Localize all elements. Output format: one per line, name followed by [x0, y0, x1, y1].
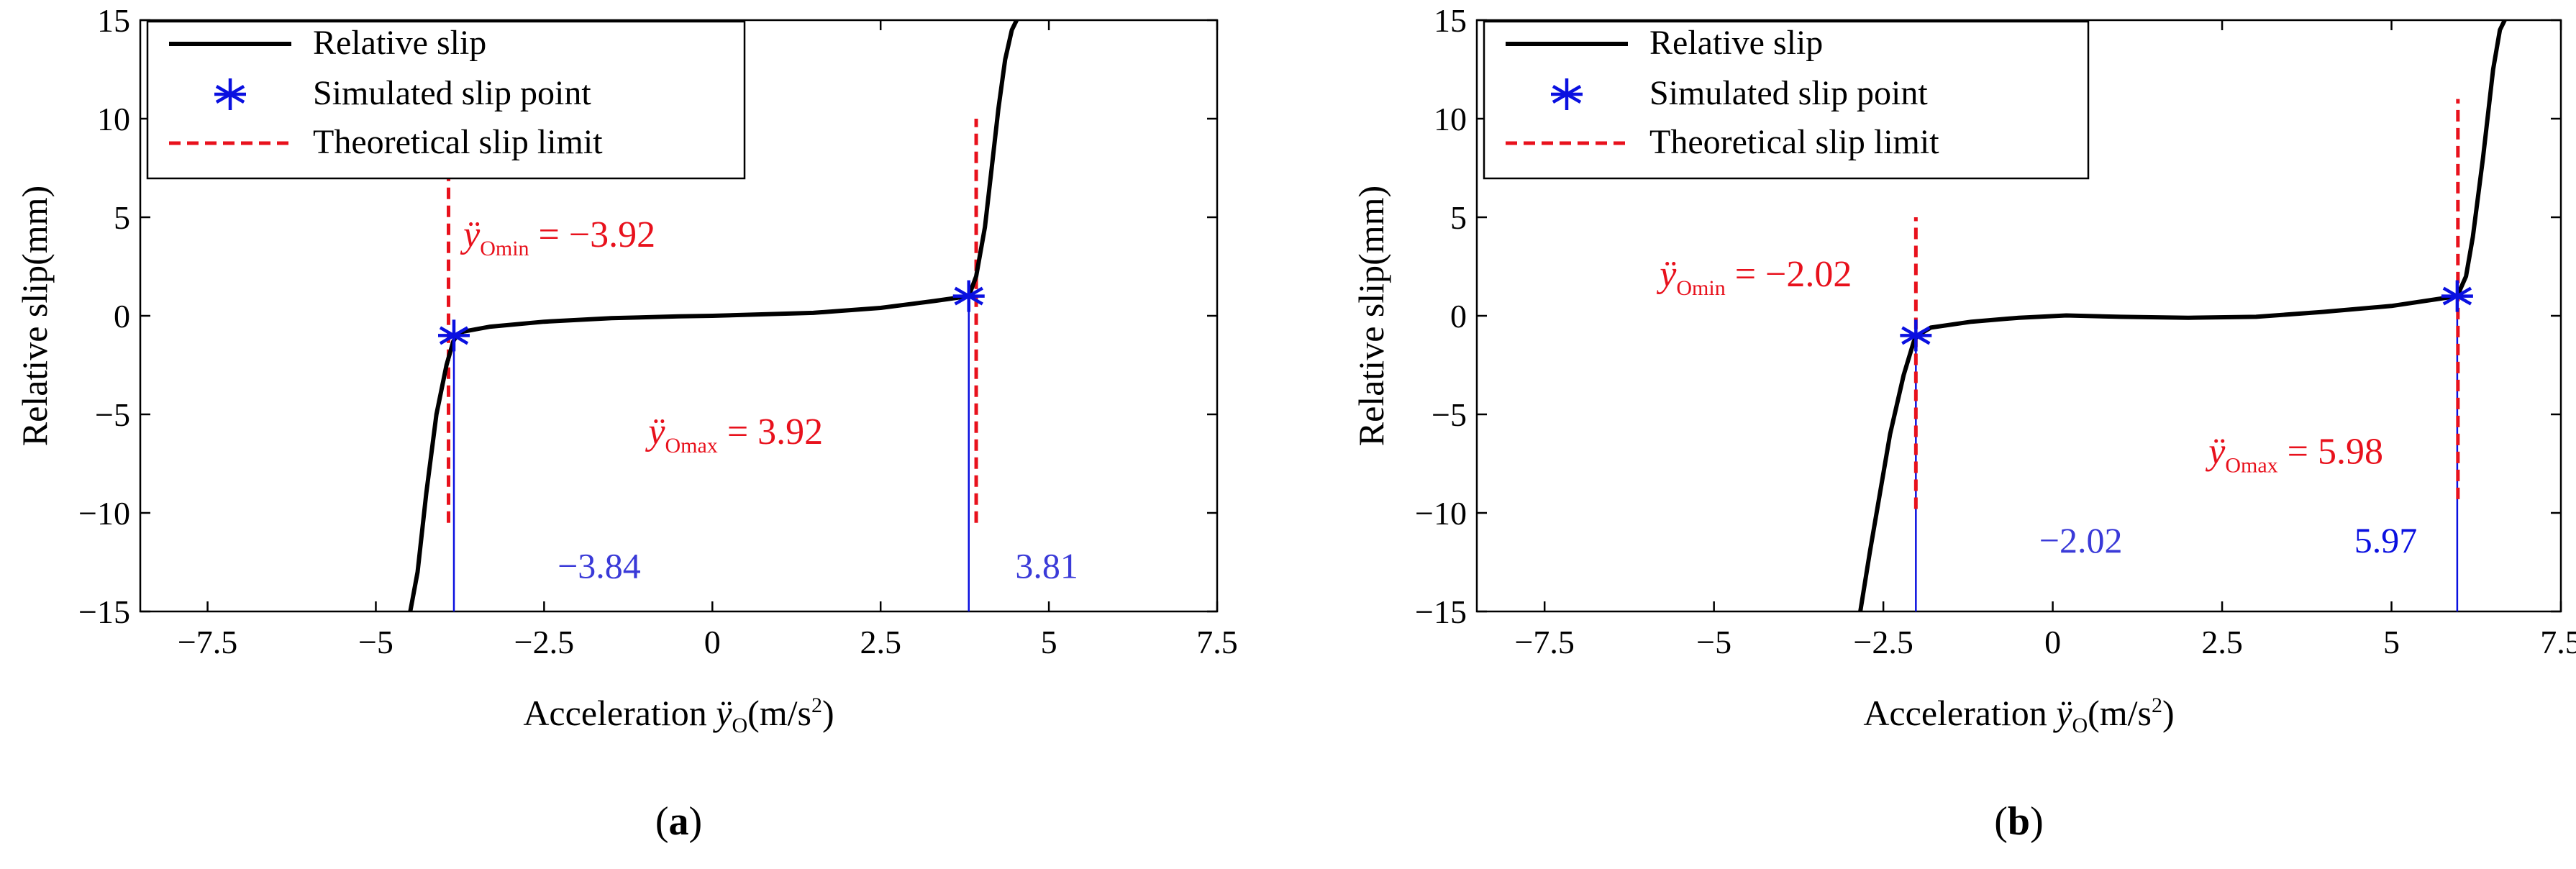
legend-swatch-simulated-slip-point [1551, 78, 1583, 110]
legend: Relative slip Simulated slip point Theoret… [146, 20, 746, 180]
y-tick-label: 10 [1434, 101, 1467, 137]
x-tick-label: −5 [1696, 624, 1731, 660]
relative-slip-curve [1858, 20, 2508, 611]
panel-label: (b) [1994, 799, 2043, 844]
y-tick-label: 15 [1434, 2, 1467, 39]
simulated-min-value: −3.84 [557, 545, 641, 586]
x-tick-label: −2.5 [514, 624, 574, 660]
y-axis-label: Relative slip(mm) [14, 186, 55, 446]
simulated-slip-point [2441, 280, 2473, 312]
x-tick-label: −5 [358, 624, 393, 660]
x-tick-label: 0 [704, 624, 721, 660]
panel-b: −7.5 −5 −2.5 0 2.5 5 7.5 −15 −10 −5 0 5 10 15 Relative… [1351, 2, 2576, 844]
panel-label: (a) [655, 799, 702, 844]
theoretical-max-annotation: ÿOmax = 5.98 [2205, 432, 2383, 478]
legend-label: Simulated slip point [1649, 74, 1928, 112]
x-tick-label: −2.5 [1853, 624, 1913, 660]
simulated-slip-point [1900, 319, 1932, 352]
x-tick-label: 2.5 [2201, 624, 2243, 660]
x-tick-label: 2.5 [860, 624, 901, 660]
legend-label: Theoretical slip limit [1649, 123, 1939, 161]
theoretical-max-annotation: ÿOmax = 3.92 [645, 411, 823, 458]
y-tick-label: 10 [97, 101, 130, 137]
x-tick-label: −7.5 [1514, 624, 1574, 660]
data-layer [408, 20, 1019, 611]
x-tick-label: 7.5 [1196, 624, 1238, 660]
simulated-slip-point [952, 280, 985, 312]
y-tick-label: 0 [114, 298, 130, 335]
legend-box [1483, 20, 2090, 180]
theoretical-min-annotation: ÿOmin = −3.92 [460, 214, 655, 260]
legend-label: Theoretical slip limit [313, 123, 603, 161]
relative-slip-curve [408, 20, 1019, 611]
y-tick-label: 5 [1450, 199, 1467, 236]
y-tick-label: −5 [95, 396, 130, 433]
x-tick-label: 7.5 [2540, 624, 2576, 660]
data-layer [1858, 20, 2508, 611]
simulated-max-value: 3.81 [1015, 545, 1078, 586]
y-tick-label: 0 [1450, 298, 1467, 335]
theoretical-min-annotation: ÿOmin = −2.02 [1656, 254, 1852, 300]
x-tick-label: −7.5 [178, 624, 237, 660]
y-tick-label: −10 [78, 495, 130, 532]
legend-label: Relative slip [313, 24, 486, 62]
y-tick-label: −15 [78, 593, 130, 630]
x-tick-label: 5 [1041, 624, 1057, 660]
legend: Relative slip Simulated slip point Theoret… [1483, 20, 2090, 180]
y-tick-label: 15 [97, 2, 130, 39]
simulated-max-value: 5.97 [2354, 520, 2418, 560]
simulated-slip-point [438, 319, 470, 352]
legend-swatch-simulated-slip-point [214, 78, 246, 110]
legend-label: Relative slip [1649, 24, 1823, 62]
simulated-min-value: −2.02 [2039, 520, 2123, 560]
x-tick-label: 0 [2044, 624, 2061, 660]
y-axis-label: Relative slip(mm) [1351, 186, 1391, 446]
y-tick-label: −5 [1432, 396, 1467, 433]
x-tick-label: 5 [2383, 624, 2400, 660]
legend-box [146, 20, 746, 180]
x-axis-label: Acceleration ÿO(m/s2) [523, 693, 834, 737]
y-tick-label: 5 [114, 199, 130, 236]
y-tick-label: −15 [1415, 593, 1467, 630]
y-tick-label: −10 [1415, 495, 1467, 532]
x-axis-label: Acceleration ÿO(m/s2) [1863, 693, 2174, 737]
panel-a: −7.5 −5 −2.5 0 2.5 5 7.5 −15 −10 −5 0 5 10 15 Relative… [14, 2, 1238, 844]
legend-label: Simulated slip point [313, 74, 591, 112]
